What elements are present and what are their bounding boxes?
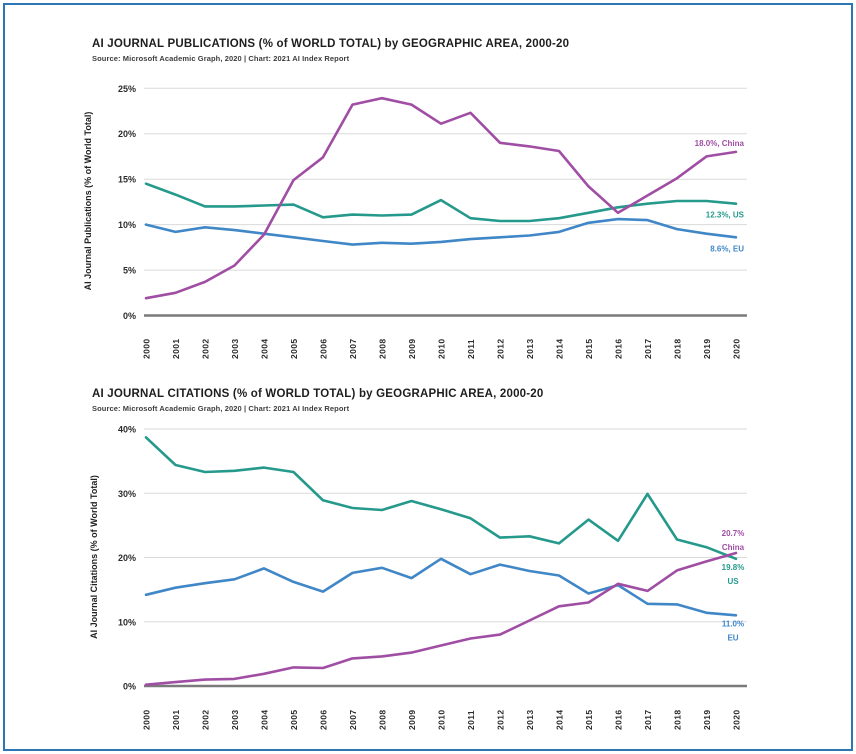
x-tick-label: 2004 — [260, 709, 270, 730]
x-tick-label: 2002 — [201, 709, 211, 730]
x-tick-label: 2019 — [702, 709, 712, 730]
x-tick-label: 2003 — [230, 709, 240, 730]
x-tick-label: 2002 — [201, 338, 211, 359]
x-tick-label: 2017 — [643, 709, 653, 730]
x-tick-label: 2003 — [230, 338, 240, 359]
end-label-china: 18.0%, China — [695, 139, 745, 148]
citations-chart-source: Source: Microsoft Academic Graph, 2020 |… — [92, 404, 350, 413]
x-tick-label: 2008 — [378, 338, 388, 359]
x-tick-label: 2005 — [289, 338, 299, 359]
end-label-china-line2: China — [722, 543, 745, 552]
end-label-us: 12.3%, US — [706, 211, 745, 220]
x-tick-label: 2007 — [348, 338, 358, 359]
x-tick-label: 2020 — [732, 338, 742, 359]
x-tick-label: 2007 — [348, 709, 358, 730]
publications-chart-source: Source: Microsoft Academic Graph, 2020 |… — [92, 54, 350, 63]
x-tick-label: 2008 — [378, 709, 388, 730]
x-tick-label: 2000 — [142, 338, 152, 359]
x-tick-label: 2014 — [555, 338, 565, 359]
line-eu — [144, 217, 738, 246]
line-us — [144, 436, 738, 561]
x-tick-label: 2020 — [732, 709, 742, 730]
x-tick-label: 2004 — [260, 338, 270, 359]
y-axis-label: AI Journal Citations (% of World Total) — [89, 475, 99, 639]
line-china — [144, 96, 738, 300]
y-tick-label: 20% — [118, 553, 136, 563]
end-label-eu-line2: EU — [727, 633, 738, 642]
x-tick-label: 2012 — [496, 338, 506, 359]
x-tick-label: 2006 — [319, 709, 329, 730]
citations-chart-title: AI JOURNAL CITATIONS (% of WORLD TOTAL) … — [92, 388, 544, 400]
x-tick-label: 2017 — [643, 338, 653, 359]
y-tick-label: 5% — [123, 266, 136, 276]
x-tick-label: 2011 — [466, 710, 476, 730]
x-tick-label: 2011 — [466, 339, 476, 359]
y-tick-label: 10% — [118, 220, 136, 230]
y-tick-label: 15% — [118, 175, 136, 185]
line-us — [144, 182, 738, 223]
x-tick-label: 2019 — [702, 338, 712, 359]
line-china — [144, 551, 738, 687]
x-tick-label: 2013 — [525, 709, 535, 730]
y-tick-label: 40% — [118, 425, 136, 435]
line-eu — [144, 557, 738, 617]
x-tick-label: 2016 — [614, 709, 624, 730]
x-tick-label: 2005 — [289, 709, 299, 730]
x-tick-label: 2015 — [584, 709, 594, 730]
y-tick-label: 0% — [123, 682, 136, 692]
publications-chart-title: AI JOURNAL PUBLICATIONS (% of WORLD TOTA… — [92, 38, 570, 50]
x-tick-label: 2000 — [142, 709, 152, 730]
citations-plot: 0% 10% 20% 30% 40% 2000 2001 2002 2003 2004 2005 20… — [89, 425, 747, 730]
end-label-us-line1: 19.8% — [722, 563, 745, 572]
x-tick-label: 2010 — [437, 338, 447, 359]
x-tick-label: 2018 — [673, 338, 683, 359]
x-tick-label: 2013 — [525, 338, 535, 359]
x-tick-label: 2010 — [437, 709, 447, 730]
y-tick-label: 10% — [118, 617, 136, 627]
y-tick-label: 30% — [118, 489, 136, 499]
x-tick-label: 2009 — [407, 338, 417, 359]
y-tick-label: 0% — [123, 311, 136, 321]
end-label-china-line1: 20.7% — [722, 529, 745, 538]
x-tick-label: 2006 — [319, 338, 329, 359]
end-label-eu-line1: 11.0% — [722, 619, 744, 628]
x-tick-label: 2014 — [555, 709, 565, 730]
end-label-us-line2: US — [727, 577, 739, 586]
x-tick-label: 2012 — [496, 709, 506, 730]
x-tick-label: 2015 — [584, 338, 594, 359]
end-label-eu: 8.6%, EU — [710, 244, 744, 253]
publications-plot: 0% 5% 10% 15% 20% 25% 2000 2001 2002 2003 2004 2005… — [83, 84, 747, 359]
x-tick-label: 2018 — [673, 709, 683, 730]
y-tick-label: 25% — [118, 84, 136, 94]
y-axis-label: AI Journal Publications (% of World Tota… — [83, 112, 93, 291]
x-tick-label: 2009 — [407, 709, 417, 730]
x-tick-label: 2001 — [171, 338, 181, 359]
x-tick-label: 2001 — [171, 709, 181, 730]
x-tick-label: 2016 — [614, 338, 624, 359]
y-tick-label: 20% — [118, 129, 136, 139]
